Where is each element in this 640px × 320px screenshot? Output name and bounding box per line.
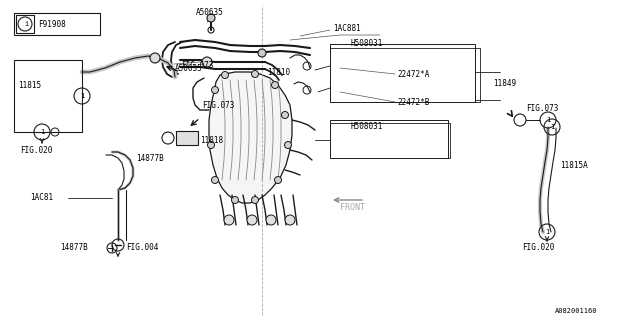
Circle shape [150,53,160,63]
Bar [16,15,34,33]
Text: F91908: F91908 [38,20,66,28]
Circle shape [285,141,291,148]
Text: 11815A: 11815A [560,161,588,170]
Text: A50635: A50635 [175,63,203,73]
Circle shape [252,196,259,204]
Circle shape [224,215,234,225]
Text: 1: 1 [550,124,554,130]
Circle shape [271,82,278,89]
Text: 1: 1 [545,229,549,235]
Text: A082001160: A082001160 [555,308,598,314]
Text: H508031: H508031 [350,122,382,131]
Text: 11815: 11815 [18,81,41,90]
Text: 11818: 11818 [200,135,223,145]
Circle shape [282,111,289,118]
Text: i: i [24,21,28,27]
Circle shape [285,215,295,225]
Text: 11810: 11810 [267,68,290,76]
Text: 11849: 11849 [493,78,516,87]
Circle shape [221,71,228,78]
Text: 22472*A: 22472*A [397,69,429,78]
Text: FIG.073: FIG.073 [526,103,558,113]
Circle shape [207,141,214,148]
Text: 1: 1 [40,129,44,135]
Text: 22472*B: 22472*B [397,98,429,107]
Text: FRONT: FRONT [340,203,365,212]
Polygon shape [209,72,292,203]
Circle shape [207,14,215,22]
Circle shape [211,86,218,93]
Bar [14,60,82,132]
Text: 1AC881: 1AC881 [333,23,361,33]
Bar [176,131,198,145]
Text: FIG.004: FIG.004 [126,244,158,252]
Text: A50635: A50635 [196,7,224,17]
Text: 1: 1 [80,93,84,99]
Circle shape [211,177,218,183]
Text: 1AC81: 1AC81 [30,194,53,203]
Circle shape [202,57,212,67]
Circle shape [247,215,257,225]
Circle shape [252,70,259,77]
Bar [330,120,448,158]
Bar [14,13,100,35]
Text: FIG.020: FIG.020 [20,146,52,155]
Text: 14877B: 14877B [136,154,164,163]
Text: 14877B: 14877B [60,244,88,252]
Text: FIG.073: FIG.073 [181,60,213,69]
Circle shape [275,177,282,183]
Text: FIG.020: FIG.020 [522,243,554,252]
Circle shape [258,49,266,57]
Circle shape [232,196,239,204]
Text: H508031: H508031 [350,38,382,47]
Bar [330,44,475,102]
Text: FIG.073: FIG.073 [202,100,234,109]
Circle shape [266,215,276,225]
Text: 1: 1 [546,117,550,123]
